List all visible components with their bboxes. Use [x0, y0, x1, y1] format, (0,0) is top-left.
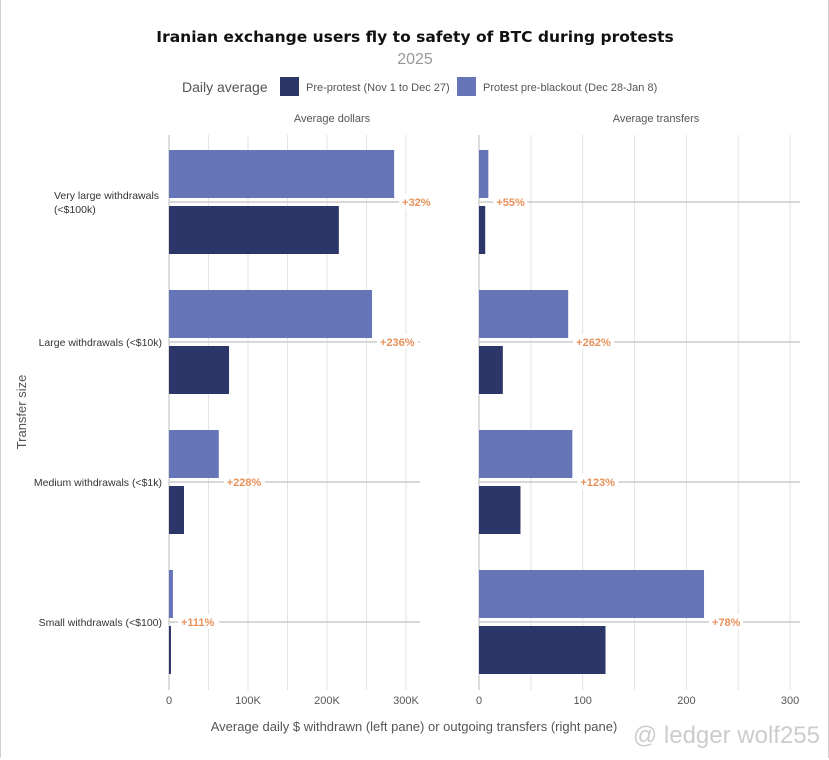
x-tick-label: 0	[476, 695, 482, 707]
x-tick-label: 300	[781, 695, 799, 707]
change-label-bg	[493, 194, 528, 209]
category-label: Medium withdrawals (<$1k)	[34, 477, 162, 489]
legend-label-protest: Protest pre-blackout (Dec 28-Jan 8)	[483, 82, 657, 94]
category-label: (<$100k)	[54, 204, 96, 216]
bar-protest	[479, 430, 573, 478]
change-label: +78%	[712, 617, 741, 629]
bar-pre-protest	[479, 206, 486, 254]
x-tick-label: 200K	[314, 695, 340, 707]
bar-pre-protest	[479, 626, 606, 674]
category-label: Large withdrawals (<$10k)	[39, 337, 162, 349]
panel-title-dollars: Average dollars	[294, 113, 371, 125]
bar-pre-protest	[479, 486, 521, 534]
bar-pre-protest	[169, 626, 171, 674]
change-label-bg	[223, 474, 265, 489]
change-label-bg	[577, 474, 619, 489]
change-label: +32%	[402, 197, 431, 209]
y-axis-label: Transfer size	[14, 375, 29, 450]
bar-protest	[169, 570, 173, 618]
legend-swatch-pre-protest	[280, 77, 299, 96]
bar-pre-protest	[169, 486, 185, 534]
change-label: +262%	[576, 337, 611, 349]
change-label-bg	[709, 614, 744, 629]
change-label-bg	[573, 334, 615, 349]
change-label-bg	[377, 334, 419, 349]
bar-protest	[169, 290, 373, 338]
bar-protest	[169, 150, 395, 198]
bar-protest	[479, 290, 569, 338]
x-tick-label: 300K	[393, 695, 419, 707]
chart-subtitle: 2025	[397, 51, 433, 68]
change-label: +111%	[181, 617, 215, 629]
bar-pre-protest	[479, 346, 503, 394]
bar-pre-protest	[169, 346, 230, 394]
category-label: Very large withdrawals	[54, 190, 159, 202]
change-label: +55%	[496, 197, 525, 209]
watermark: @ ledger wolf255	[633, 722, 820, 749]
legend-label-pre-protest: Pre-protest (Nov 1 to Dec 27)	[306, 82, 450, 94]
bar-protest	[169, 430, 219, 478]
bar-protest	[479, 150, 489, 198]
legend-title: Daily average	[182, 79, 268, 95]
x-tick-label: 200	[677, 695, 695, 707]
change-label: +236%	[380, 337, 415, 349]
chart-title: Iranian exchange users fly to safety of …	[156, 28, 673, 46]
category-label: Small withdrawals (<$100)	[39, 617, 162, 629]
bar-pre-protest	[169, 206, 339, 254]
change-label: +123%	[580, 477, 615, 489]
legend-swatch-protest	[457, 77, 476, 96]
x-axis-label: Average daily $ withdrawn (left pane) or…	[211, 719, 618, 734]
x-tick-label: 0	[166, 695, 172, 707]
x-tick-label: 100	[574, 695, 592, 707]
legend: Daily average Pre-protest (Nov 1 to Dec …	[182, 77, 657, 96]
change-label-bg	[177, 614, 219, 629]
change-label: +228%	[227, 477, 262, 489]
change-label-bg	[399, 194, 434, 209]
panel-title-transfers: Average transfers	[613, 113, 700, 125]
x-tick-label: 100K	[235, 695, 261, 707]
bar-protest	[479, 570, 705, 618]
